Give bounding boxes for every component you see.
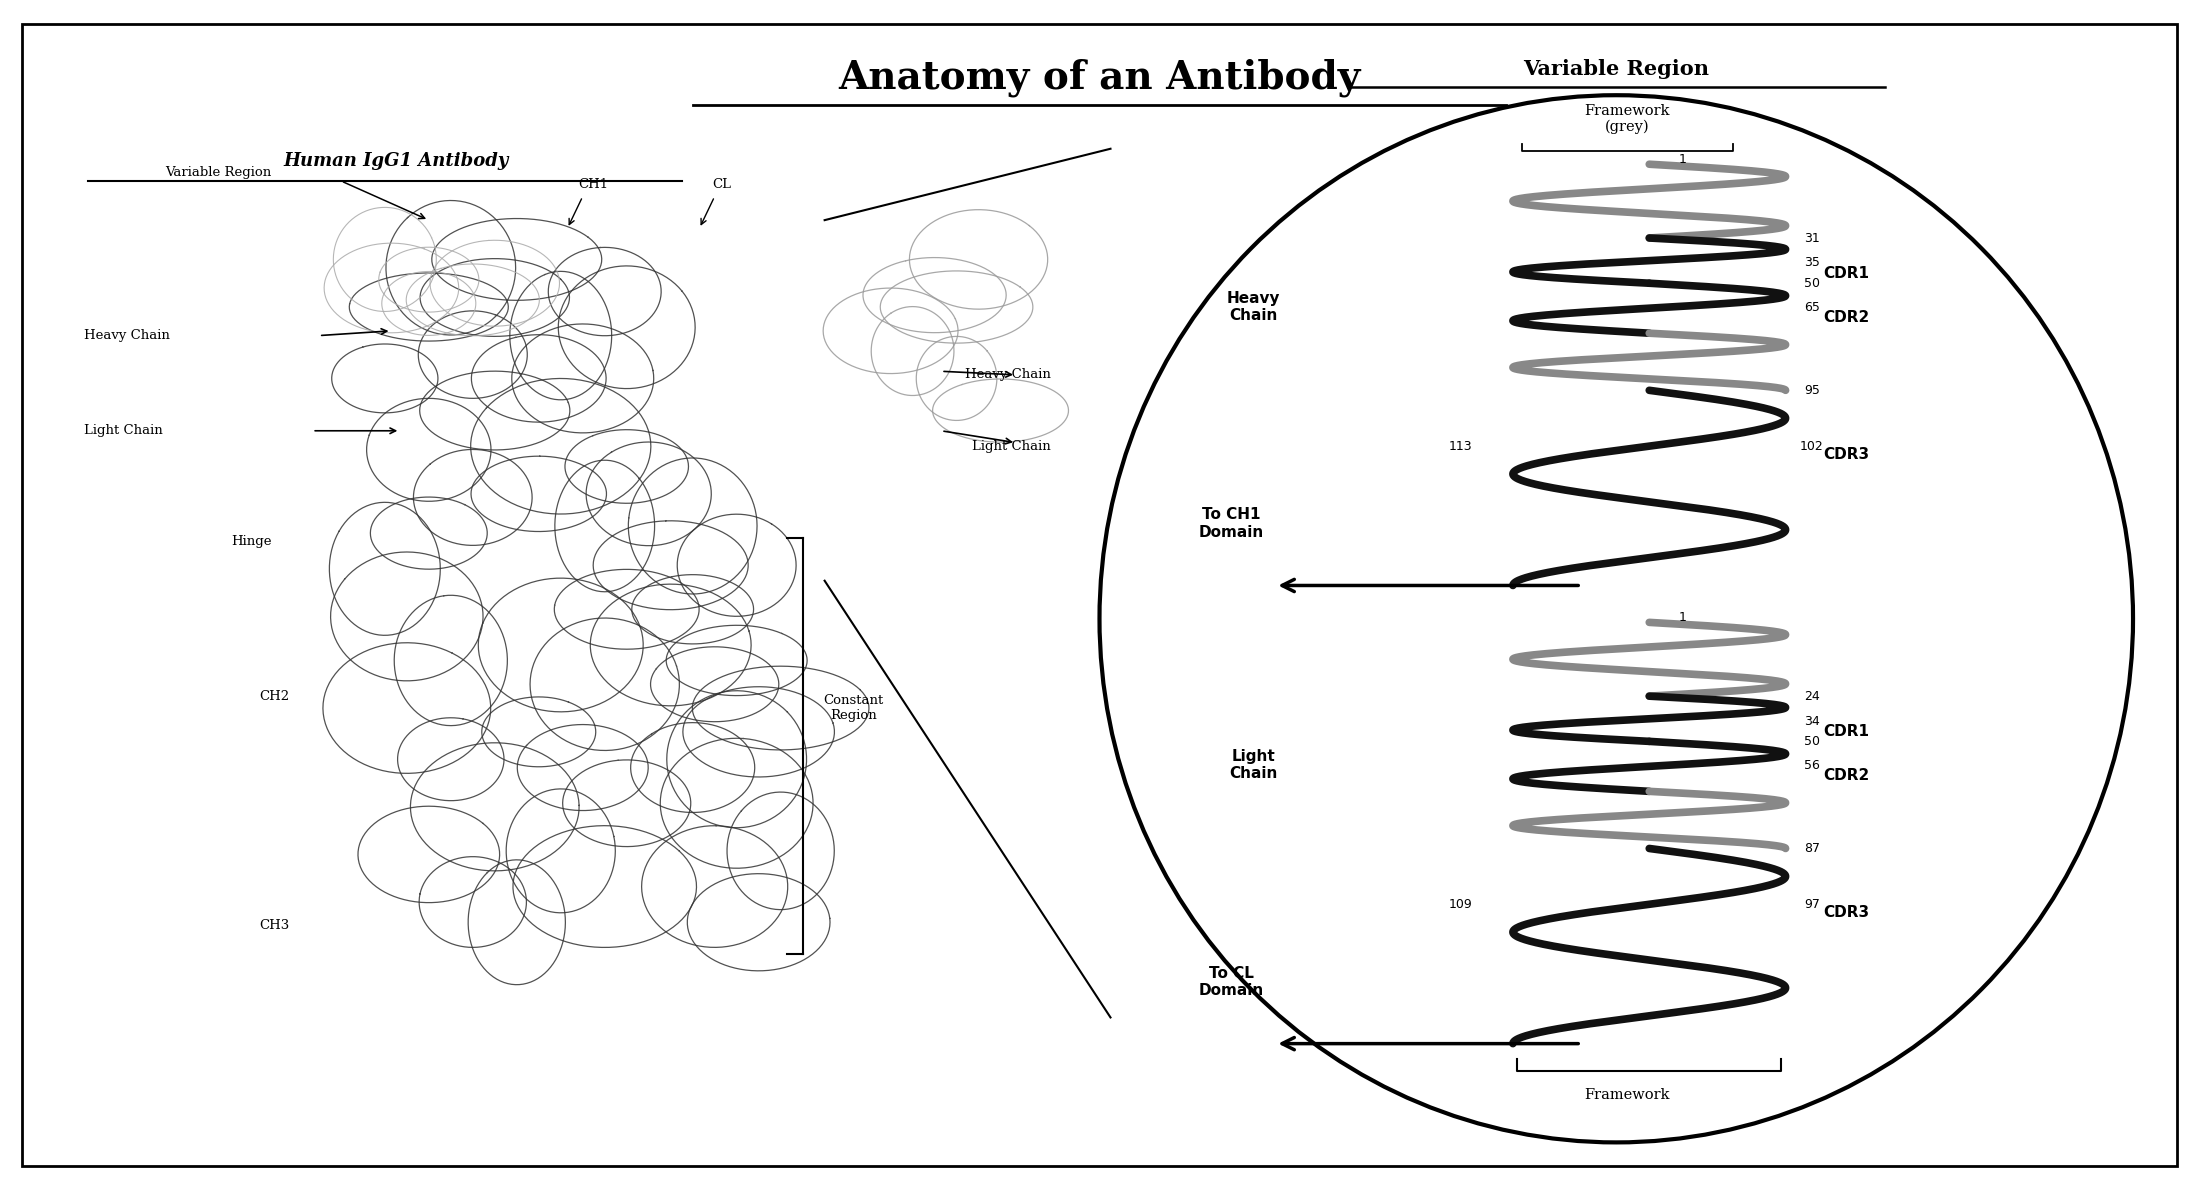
Text: 95: 95 — [1803, 384, 1821, 396]
Text: Light
Chain: Light Chain — [1229, 749, 1278, 782]
Text: 35: 35 — [1803, 257, 1821, 269]
Text: Human IgG1 Antibody: Human IgG1 Antibody — [284, 151, 508, 170]
Text: Constant
Region: Constant Region — [822, 694, 884, 722]
Text: CDR3: CDR3 — [1823, 447, 1869, 462]
Text: CDR2: CDR2 — [1823, 769, 1869, 783]
Text: 87: 87 — [1803, 843, 1821, 854]
Text: 31: 31 — [1803, 232, 1821, 244]
Text: 113: 113 — [1449, 440, 1471, 452]
Text: 1: 1 — [1678, 154, 1687, 165]
Text: 102: 102 — [1801, 440, 1823, 452]
Text: Heavy Chain: Heavy Chain — [965, 369, 1051, 381]
Text: CDR1: CDR1 — [1823, 267, 1869, 281]
Text: CH1: CH1 — [578, 178, 609, 190]
Text: Light Chain: Light Chain — [84, 425, 163, 437]
Text: Framework: Framework — [1585, 1088, 1669, 1102]
Text: Variable Region: Variable Region — [165, 167, 270, 178]
Text: CDR1: CDR1 — [1823, 725, 1869, 739]
Ellipse shape — [1100, 95, 2133, 1142]
Text: CL: CL — [712, 178, 730, 190]
Text: 65: 65 — [1803, 301, 1821, 313]
FancyBboxPatch shape — [22, 24, 2177, 1166]
Text: 109: 109 — [1449, 898, 1471, 910]
Text: CH2: CH2 — [259, 690, 290, 702]
Text: 56: 56 — [1803, 759, 1821, 771]
Text: 34: 34 — [1803, 715, 1821, 727]
Text: 97: 97 — [1803, 898, 1821, 910]
Text: 50: 50 — [1803, 735, 1821, 747]
Text: CDR3: CDR3 — [1823, 906, 1869, 920]
Text: CH3: CH3 — [259, 920, 290, 932]
Text: Light Chain: Light Chain — [972, 440, 1051, 452]
Text: 24: 24 — [1803, 690, 1821, 702]
Text: To CH1
Domain: To CH1 Domain — [1198, 507, 1264, 540]
Text: 1: 1 — [1678, 612, 1687, 624]
Text: Anatomy of an Antibody: Anatomy of an Antibody — [838, 58, 1361, 96]
Text: Heavy
Chain: Heavy Chain — [1227, 290, 1280, 324]
Text: To CL
Domain: To CL Domain — [1198, 965, 1264, 998]
Text: Heavy Chain: Heavy Chain — [84, 330, 169, 342]
Text: CDR2: CDR2 — [1823, 311, 1869, 325]
Text: Variable Region: Variable Region — [1524, 60, 1709, 79]
Text: 50: 50 — [1803, 277, 1821, 289]
Text: Framework
(grey): Framework (grey) — [1585, 104, 1669, 134]
Text: Hinge: Hinge — [231, 536, 270, 547]
